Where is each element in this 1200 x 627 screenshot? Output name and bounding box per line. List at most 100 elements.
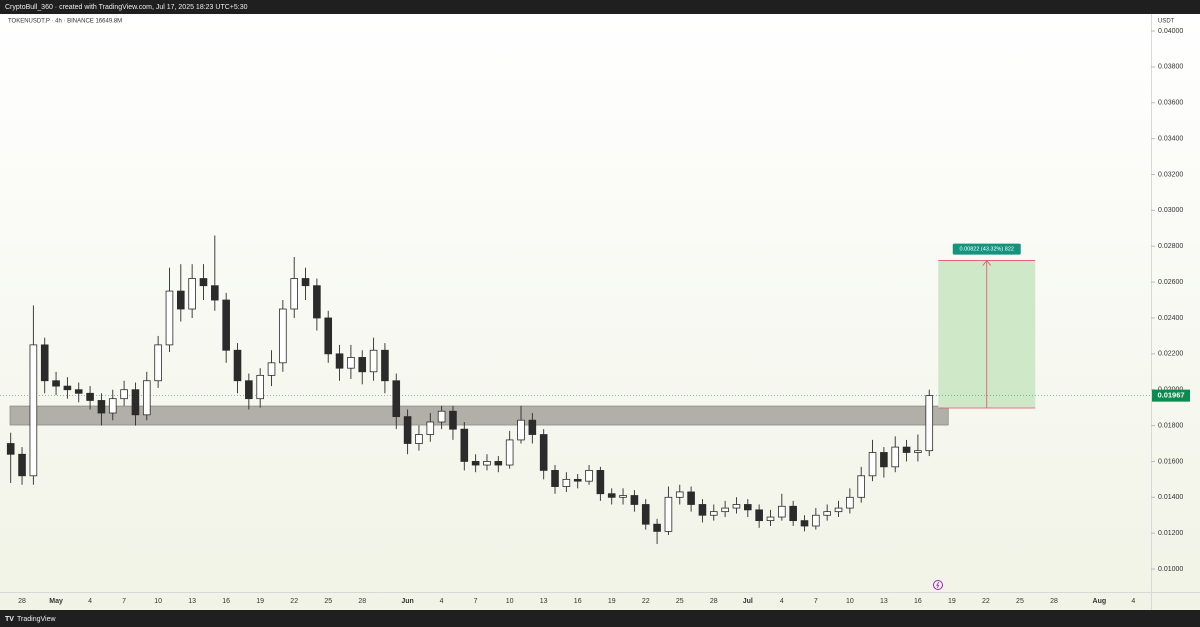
candle-body xyxy=(279,308,287,364)
candle-body xyxy=(528,419,537,435)
candle-body xyxy=(494,461,503,466)
x-tick-label: 25 xyxy=(1016,598,1024,605)
x-tick-label: 19 xyxy=(256,598,264,605)
last-price-label: 0.01967 xyxy=(1157,391,1184,400)
y-tick-label: 0.03800 xyxy=(1158,64,1183,71)
candle-body xyxy=(108,398,117,414)
candle-body xyxy=(664,496,673,532)
candle-body xyxy=(131,389,140,416)
candle-body xyxy=(369,349,378,373)
candle-body xyxy=(176,290,185,310)
candle-body xyxy=(347,357,355,369)
candle-body xyxy=(675,491,684,498)
event-icon[interactable] xyxy=(933,580,943,590)
x-tick-label: Jun xyxy=(401,598,413,605)
footer-logo-mark: TV xyxy=(5,616,14,623)
plot-area: 0.00822 (43.32%) 822 xyxy=(0,235,1151,544)
candle-body xyxy=(505,439,514,466)
candle-body xyxy=(324,317,333,355)
x-tick-label: 4 xyxy=(780,598,784,605)
candle-body xyxy=(381,349,389,382)
x-tick-label: 13 xyxy=(540,598,548,605)
candle-body xyxy=(18,453,26,477)
candle-body xyxy=(142,380,151,416)
x-tick-label: 22 xyxy=(982,598,990,605)
candle-body xyxy=(823,511,831,516)
candle-body xyxy=(846,496,854,509)
candle-body xyxy=(74,389,83,394)
position-label: 0.00822 (43.32%) 822 xyxy=(960,247,1014,253)
candle-body xyxy=(120,389,128,400)
x-tick-label: 13 xyxy=(880,598,888,605)
x-tick-label: 7 xyxy=(814,598,818,605)
header-text: CryptoBull_360 · created with TradingVie… xyxy=(5,4,248,11)
candle-body xyxy=(301,278,310,287)
x-tick-label: May xyxy=(49,598,63,605)
candle-body xyxy=(834,507,843,513)
candle-body xyxy=(199,278,208,287)
candle-body xyxy=(778,505,786,518)
y-tick-label: 0.03400 xyxy=(1158,135,1183,142)
candle-body xyxy=(812,514,820,527)
candle-body xyxy=(154,344,162,382)
y-tick-label: 0.01200 xyxy=(1158,530,1183,537)
candle-body xyxy=(744,504,752,511)
y-tick-label: 0.01800 xyxy=(1158,422,1183,429)
candle-body xyxy=(630,495,639,505)
candle-body xyxy=(267,362,276,376)
candle-body xyxy=(891,446,900,468)
candle-body xyxy=(97,400,106,414)
bottom-bar xyxy=(0,610,1200,627)
candle-body xyxy=(539,434,548,471)
x-tick-label: 28 xyxy=(358,598,366,605)
candle-body xyxy=(687,491,695,505)
y-tick-label: 0.03200 xyxy=(1158,171,1183,178)
candle-body xyxy=(415,434,423,444)
candle-body xyxy=(789,505,797,522)
candle-body xyxy=(188,278,196,310)
candle-body xyxy=(460,428,469,462)
candle-body xyxy=(755,509,763,522)
candle-body xyxy=(313,285,321,319)
y-tick-label: 0.03000 xyxy=(1158,207,1183,214)
candle-body xyxy=(426,421,435,435)
candle-body xyxy=(721,507,729,513)
candle-body xyxy=(86,392,94,401)
x-tick-label: 7 xyxy=(122,598,126,605)
candle-body xyxy=(29,344,38,477)
x-tick-label: 7 xyxy=(474,598,478,605)
candle-body xyxy=(63,385,72,391)
candle-body xyxy=(868,452,877,477)
candle-body xyxy=(449,410,457,430)
currency-label: USDT xyxy=(1158,19,1175,25)
candle-body xyxy=(732,504,741,509)
candle-body xyxy=(709,511,718,516)
candle-body xyxy=(619,495,627,498)
support-zone xyxy=(9,405,949,426)
candle-body xyxy=(551,470,559,487)
x-tick-label: 28 xyxy=(1050,598,1058,605)
candle-body xyxy=(358,357,367,373)
candle-body xyxy=(211,285,219,301)
candle-body xyxy=(698,504,707,516)
y-tick-label: 0.04000 xyxy=(1158,28,1183,35)
x-tick-label: 16 xyxy=(914,598,922,605)
candle-body xyxy=(403,416,412,444)
candle-body xyxy=(40,344,49,382)
x-tick-label: 19 xyxy=(948,598,956,605)
x-tick-label: 10 xyxy=(154,598,162,605)
x-tick-label: 16 xyxy=(574,598,582,605)
y-tick-label: 0.03600 xyxy=(1158,100,1183,107)
y-tick-label: 0.02800 xyxy=(1158,243,1183,250)
candle-body xyxy=(335,353,344,369)
candle-body xyxy=(52,380,60,387)
candle-body xyxy=(766,516,775,522)
x-tick-label: 22 xyxy=(290,598,298,605)
candle-body xyxy=(857,475,865,498)
candle-body xyxy=(925,395,934,452)
y-tick-label: 0.01400 xyxy=(1158,494,1183,501)
footer-brand: TradingView xyxy=(17,616,56,623)
symbol-text: TOKENUSDT.P · 4h · BINANCE 16649.8M xyxy=(8,19,122,25)
candle-body xyxy=(880,452,888,468)
